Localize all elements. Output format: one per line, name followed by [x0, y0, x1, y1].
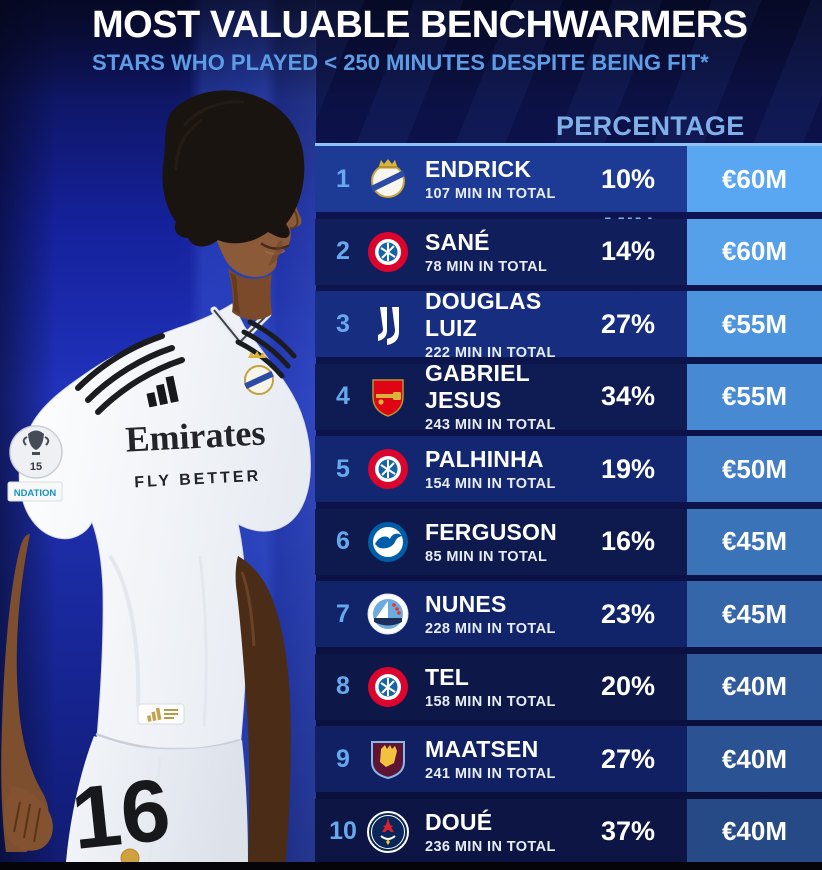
sponsor-wordmark: Emirates: [124, 412, 266, 459]
percent-value: 20%: [600, 671, 656, 701]
rank-label: 2: [336, 237, 350, 265]
market-value: €45M: [687, 508, 822, 575]
table-row: 9 MAATSEN 241 MIN IN TOTAL 27% €40M: [315, 726, 822, 792]
market-value: €55M: [687, 291, 822, 357]
percent-value: 27%: [600, 743, 656, 774]
bayern-munich-badge-icon: [365, 229, 411, 275]
hair: [162, 90, 305, 247]
minutes-label: 222 MIN IN TOTAL: [425, 344, 556, 361]
bayern-munich-badge-icon: [365, 446, 411, 492]
foundation-patch-text: NDATION: [14, 488, 57, 499]
juventus-badge-icon: [365, 301, 411, 347]
shorts-number: 16: [67, 759, 175, 862]
rank-label: 3: [336, 309, 350, 338]
adidas-logo-icon: [146, 375, 179, 408]
foundation-patch-icon: NDATION: [7, 481, 63, 502]
player-name: SANÉ: [425, 228, 490, 255]
player-photo-illustration: 15 NDATION Emirates FLY BETTER: [1, 90, 311, 862]
manchester-city-badge-icon: [365, 591, 411, 637]
percent-value: 23%: [600, 598, 656, 629]
market-value: €60M: [687, 146, 822, 212]
player-name: PALHINHA: [425, 446, 544, 472]
player-name: ENDRICK: [425, 156, 532, 182]
percent-value: 16%: [600, 526, 656, 556]
background-streaks: [315, 0, 822, 150]
ucl-starball-patch-icon: 15: [9, 425, 63, 479]
table-row: 7 NUNES 228 MIN IN TOTAL 23% €45M: [315, 581, 822, 647]
arsenal-badge-icon: [365, 374, 411, 420]
market-value: €55M: [687, 363, 822, 430]
shorts: 16: [66, 736, 248, 862]
top-shade-overlay: [0, 0, 822, 100]
minutes-label: 78 MIN IN TOTAL: [425, 258, 548, 275]
player-name: FERGUSON: [425, 518, 557, 545]
table-row: 4 GABRIEL JESUS 243 MIN IN TOTAL 34% €55…: [315, 360, 822, 433]
percent-value: 37%: [600, 816, 656, 846]
rank-label: 6: [336, 527, 350, 555]
market-value: €60M: [687, 218, 822, 285]
psg-badge-icon: [365, 809, 411, 855]
market-value: €40M: [687, 798, 822, 865]
benchwarmers-table: 1 ENDRICK 107 MIN IN TOTAL 10% €60M 2: [315, 146, 822, 865]
table-row: 10 DOUÉ 236 MIN IN TOTAL 37% €40M: [315, 798, 822, 865]
jersey: [18, 303, 311, 751]
bottom-black-bar: [0, 862, 822, 870]
real-madrid-badge-icon: [365, 156, 411, 202]
rank-label: 1: [336, 164, 350, 193]
aston-villa-badge-icon: [365, 736, 411, 782]
rank-label: 8: [336, 672, 350, 700]
minutes-label: 107 MIN IN TOTAL: [425, 186, 556, 202]
table-row: 5 PALHINHA 154 MIN IN TOTAL 19% €50M: [315, 436, 822, 502]
brighton-badge-icon: [365, 519, 411, 565]
table-row: 6 FERGUSON 85 MIN IN TOTAL 16% €45M: [315, 508, 822, 575]
jersey-hem-tag-icon: [137, 703, 185, 725]
page-title: MOST VALUABLE BENCHWARMERS: [92, 4, 748, 46]
player-name: GABRIEL JESUS: [425, 360, 530, 413]
minutes-label: 154 MIN IN TOTAL: [425, 476, 556, 492]
player-name: DOUÉ: [425, 808, 493, 835]
market-value: €40M: [687, 726, 822, 792]
player-name: DOUGLAS LUIZ: [425, 287, 542, 341]
sponsor-tagline: FLY BETTER: [134, 468, 262, 492]
percent-value: 34%: [600, 381, 656, 411]
rank-label: 4: [336, 382, 350, 410]
player-name: MAATSEN: [425, 736, 539, 762]
ucl-patch-number: 15: [30, 461, 42, 473]
table-row: 3 DOUGLAS LUIZ 222 MIN IN TOTAL 27% €55M: [315, 287, 822, 361]
minutes-label: 241 MIN IN TOTAL: [425, 766, 556, 782]
minutes-label: 228 MIN IN TOTAL: [425, 621, 556, 637]
adidas-stripes-icon: [75, 319, 297, 415]
minutes-label: 85 MIN IN TOTAL: [425, 548, 548, 565]
page-subtitle: STARS WHO PLAYED < 250 MINUTES DESPITE B…: [92, 50, 709, 75]
rank-label: 5: [336, 454, 350, 483]
percent-value: 14%: [600, 236, 656, 266]
percent-value: 10%: [600, 163, 656, 194]
minutes-label: 243 MIN IN TOTAL: [425, 417, 556, 433]
market-value: €40M: [687, 653, 822, 720]
shorts-crest-icon: [120, 848, 140, 862]
market-value: €45M: [687, 581, 822, 647]
table-row: 8 TEL 158 MIN IN TOTAL 20% €40M: [315, 653, 822, 720]
rank-label: 9: [336, 744, 350, 773]
table-row: 2 SANÉ 78 MIN IN TOTAL 14% €60M: [315, 218, 822, 285]
minutes-label: 236 MIN IN TOTAL: [425, 838, 556, 855]
market-value: €50M: [687, 436, 822, 502]
table-row: 1 ENDRICK 107 MIN IN TOTAL 10% €60M: [315, 146, 822, 212]
player-name: NUNES: [425, 591, 507, 617]
percent-value: 19%: [600, 453, 656, 484]
real-madrid-crest-icon: [244, 351, 274, 395]
player-name: TEL: [425, 663, 470, 690]
bayern-munich-badge-icon: [365, 664, 411, 710]
percent-value: 27%: [600, 308, 656, 339]
rank-label: 10: [329, 817, 357, 845]
right-arm-hand: [1, 534, 53, 852]
left-arm: [235, 556, 291, 862]
minutes-label: 158 MIN IN TOTAL: [425, 693, 556, 710]
rank-label: 7: [336, 599, 350, 628]
